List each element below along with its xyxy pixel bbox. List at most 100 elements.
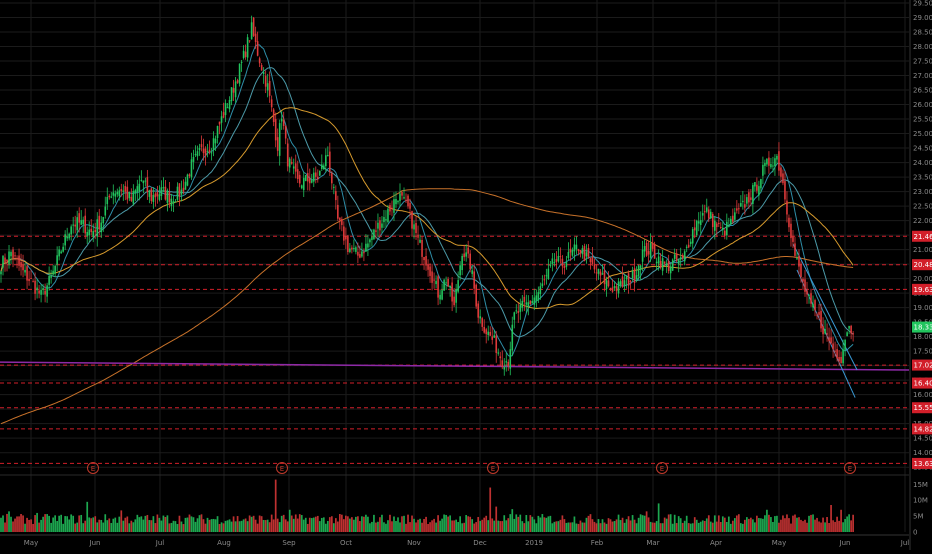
- volume-bar: [215, 519, 217, 532]
- volume-bar: [515, 514, 517, 532]
- volume-bar: [114, 518, 116, 532]
- volume-bar: [34, 515, 36, 532]
- volume-bar: [678, 516, 680, 532]
- volume-bar: [126, 517, 128, 532]
- candle-body: [762, 165, 764, 176]
- candle-body: [233, 88, 235, 93]
- volume-bar: [46, 514, 48, 532]
- candle-body: [568, 252, 570, 258]
- volume-bar: [151, 520, 153, 532]
- candle-body: [415, 223, 417, 233]
- volume-bar: [800, 520, 802, 532]
- volume-bar: [60, 515, 62, 532]
- candle-body: [491, 336, 493, 339]
- volume-bar: [157, 515, 159, 532]
- candle-body: [656, 262, 658, 263]
- price-tick-label: 25.50: [913, 116, 932, 124]
- candle-body: [443, 280, 445, 291]
- volume-bar: [12, 521, 14, 532]
- candle-body: [824, 329, 826, 333]
- candle-body: [451, 283, 453, 302]
- volume-bar: [834, 522, 836, 532]
- month-label: Jun: [839, 539, 851, 547]
- candle-body: [181, 190, 183, 195]
- volume-bar: [104, 514, 106, 532]
- candle-body: [315, 172, 317, 176]
- volume-bar: [327, 521, 329, 532]
- volume-bar: [283, 515, 285, 532]
- volume-bar: [0, 518, 2, 532]
- candle-body: [112, 192, 114, 195]
- candle-body: [455, 289, 457, 303]
- volume-bar: [155, 523, 157, 532]
- candle-body: [143, 181, 145, 183]
- volume-bar: [636, 523, 638, 532]
- candle-body: [175, 201, 177, 202]
- volume-bar: [616, 519, 618, 532]
- volume-bar: [122, 521, 124, 532]
- candle-body: [758, 186, 760, 195]
- candle-body: [114, 194, 116, 197]
- candle-body: [511, 325, 513, 351]
- volume-bar: [62, 524, 64, 532]
- volume-bar: [700, 522, 702, 532]
- volume-bar: [736, 515, 738, 532]
- volume-bar: [297, 519, 299, 532]
- volume-bar: [592, 519, 594, 532]
- volume-bar: [477, 517, 479, 532]
- volume-bar: [832, 520, 834, 532]
- volume-bar: [22, 515, 24, 532]
- volume-bar: [253, 516, 255, 532]
- candle-body: [744, 204, 746, 207]
- volume-bar: [239, 521, 241, 532]
- volume-bar: [397, 517, 399, 532]
- volume-bar: [455, 520, 457, 532]
- candle-body: [780, 168, 782, 177]
- candle-body: [211, 152, 213, 153]
- candle-body: [660, 261, 662, 267]
- volume-bar: [50, 523, 52, 532]
- candle-body: [267, 83, 269, 90]
- volume-bar: [720, 522, 722, 532]
- candle-body: [832, 343, 834, 349]
- volume-bar: [820, 523, 822, 532]
- volume-bar: [134, 519, 136, 532]
- candle-body: [173, 201, 175, 203]
- volume-bar: [10, 517, 12, 532]
- volume-bar: [459, 516, 461, 532]
- volume-bar: [511, 509, 513, 532]
- candle-body: [546, 275, 548, 276]
- volume-bar: [301, 515, 303, 532]
- volume-bar: [544, 517, 546, 532]
- volume-bar: [373, 515, 375, 532]
- volume-bar: [746, 517, 748, 532]
- volume-bar: [726, 522, 728, 532]
- volume-bar: [219, 524, 221, 532]
- month-label: Sep: [282, 539, 296, 547]
- candle-body: [574, 244, 576, 251]
- candle-body: [670, 267, 672, 274]
- candle-body: [594, 264, 596, 269]
- candle-body: [503, 367, 505, 369]
- volume-bar: [393, 516, 395, 532]
- candle-body: [249, 40, 251, 41]
- volume-bar: [124, 518, 126, 532]
- candle-body: [524, 297, 526, 302]
- candle-body: [822, 326, 824, 334]
- candle-body: [439, 295, 441, 300]
- volume-bar: [72, 516, 74, 532]
- price-tick-label: 25.00: [913, 130, 932, 138]
- volume-bar: [606, 524, 608, 532]
- candle-body: [66, 236, 68, 238]
- candle-body: [309, 178, 311, 183]
- volume-bar: [744, 520, 746, 532]
- candle-body: [375, 230, 377, 231]
- price-tick-label: 16.00: [913, 391, 932, 399]
- candle-body: [333, 187, 335, 188]
- candle-body: [125, 186, 127, 192]
- candle-body: [676, 253, 678, 260]
- month-label: Jul: [155, 539, 165, 547]
- price-label-text: 20.48: [914, 261, 932, 269]
